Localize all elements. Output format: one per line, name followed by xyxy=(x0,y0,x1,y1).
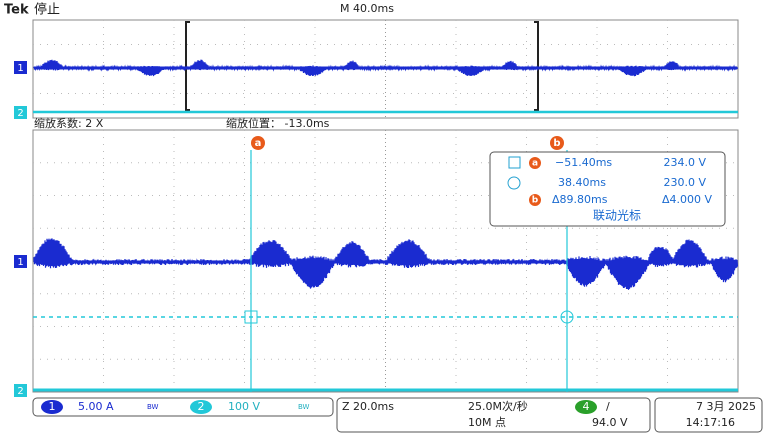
ch2-badge-label: 2 xyxy=(198,400,205,413)
readout-delta-time: Δ89.80ms xyxy=(552,193,608,206)
cursor-readout xyxy=(489,151,726,227)
trigger-source: 4 xyxy=(583,400,590,413)
acquisition-box xyxy=(336,397,651,433)
ch2-bandwidth: BW xyxy=(298,403,310,411)
ch2-level-label: 2 xyxy=(17,108,23,119)
ch1-bandwidth: BW xyxy=(147,403,159,411)
record-length: 10M 点 xyxy=(468,416,506,429)
ch1-marker xyxy=(14,255,27,268)
ch2-level-marker xyxy=(14,106,27,119)
run-status: 停止 xyxy=(34,2,60,18)
ch2-scale: 100 V xyxy=(228,400,260,413)
row-delta-badge xyxy=(529,194,541,206)
cursor-b-badge xyxy=(550,136,564,150)
row-delta-label: b xyxy=(532,196,539,206)
zoom-position: 缩放位置： -13.0ms xyxy=(226,116,330,130)
sample-rate: 25.0M次/秒 xyxy=(468,399,528,413)
ch2-badge xyxy=(190,400,212,414)
brand: Tek xyxy=(4,3,29,18)
readout-delta-value: Δ4.000 V xyxy=(662,193,713,206)
readout-value: 234.0 V xyxy=(663,156,706,169)
trigger-source-badge xyxy=(575,400,597,414)
trigger-slope: / xyxy=(606,400,610,413)
ch2-marker-label: 2 xyxy=(17,386,23,397)
channel-box xyxy=(32,397,334,417)
ch1-badge xyxy=(41,400,63,414)
zoom-timebase: Z 20.0ms xyxy=(342,400,394,413)
cursor-b-point xyxy=(560,310,574,324)
datetime-box xyxy=(654,397,763,433)
ch2-marker xyxy=(14,384,27,397)
cursor-a-badge xyxy=(251,136,265,150)
row-a-icon xyxy=(508,156,521,169)
cursor-a-label: a xyxy=(255,138,262,149)
date: 7 3月 2025 xyxy=(696,400,756,413)
readout-value: 230.0 V xyxy=(663,176,706,189)
ch1-level-label: 1 xyxy=(17,63,23,74)
zoom-bracket xyxy=(185,21,539,111)
row-a-badge xyxy=(529,157,541,169)
readout-time: 38.40ms xyxy=(558,176,606,189)
ch1-badge-label: 1 xyxy=(49,400,56,413)
row-a-label: a xyxy=(532,159,538,169)
ch1-marker-label: 1 xyxy=(17,257,23,268)
time: 14:17:16 xyxy=(686,416,735,429)
main-waveform xyxy=(33,238,739,290)
ch1-scale: 5.00 A xyxy=(78,400,114,413)
zoom-factor: 缩放系数: 2 X xyxy=(34,116,104,130)
main-timebase: M 40.0ms xyxy=(340,2,394,15)
cursor-a-point xyxy=(244,310,258,324)
readout-mode: 联动光标 xyxy=(593,209,641,223)
readout-time: −51.40ms xyxy=(555,156,612,169)
trigger-level: 94.0 V xyxy=(592,416,628,429)
row-b-icon xyxy=(507,176,521,190)
ch1-level-marker xyxy=(14,61,27,74)
overview-waveform xyxy=(33,59,739,77)
cursor-b-label: b xyxy=(553,138,560,149)
